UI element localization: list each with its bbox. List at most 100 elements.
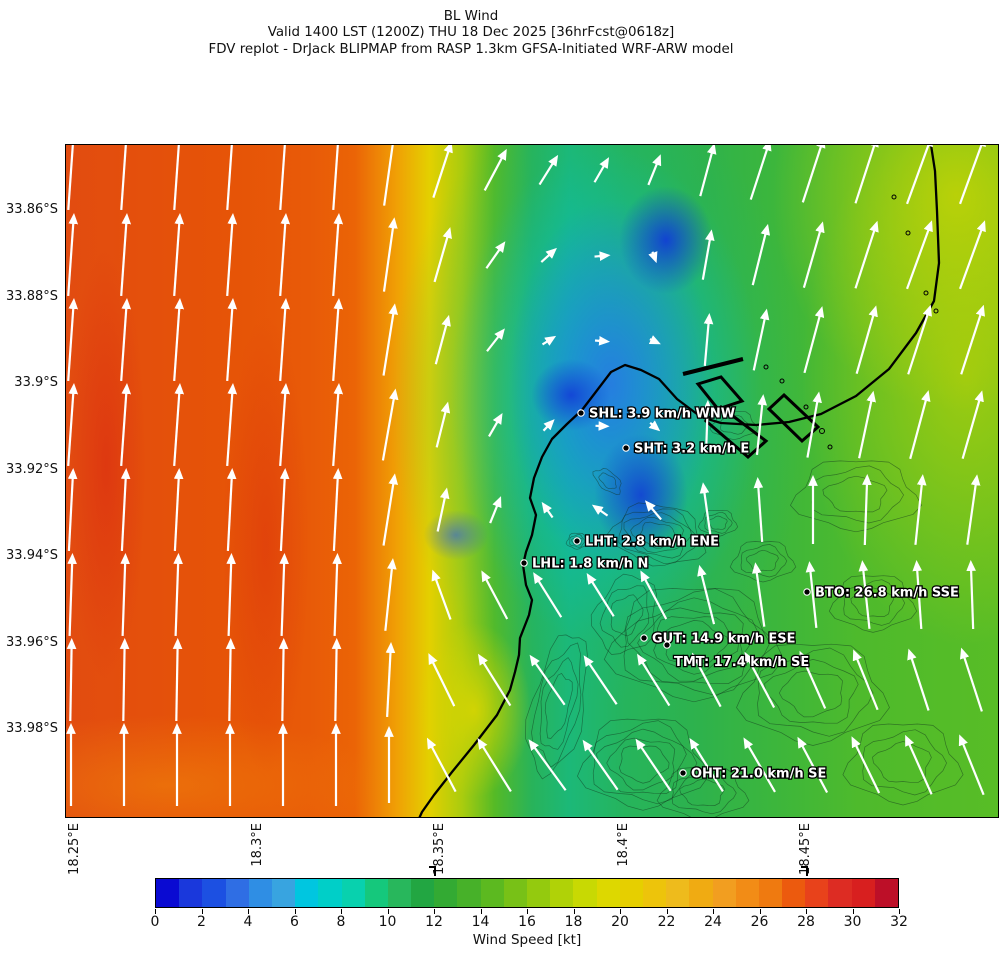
station-label-oht: OHT: 21.0 km/h SE xyxy=(691,767,826,782)
wind-arrow xyxy=(477,737,512,793)
wind-arrow xyxy=(67,298,79,381)
wind-arrow xyxy=(854,145,879,204)
wind-arrow xyxy=(635,738,672,792)
wind-arrow xyxy=(743,737,776,793)
colorbar-tick-label: 24 xyxy=(704,914,722,930)
wind-arrow xyxy=(689,737,724,793)
wind-arrow xyxy=(702,399,713,450)
station-label-tmt: TMT: 17.4 km/h SE xyxy=(674,655,809,670)
colorbar-tick-label: 12 xyxy=(425,914,443,930)
colorbar-segment xyxy=(619,879,643,907)
station-dot-gut xyxy=(640,634,648,642)
wind-arrow xyxy=(434,314,451,365)
wind-arrow xyxy=(959,647,983,712)
colorbar-segment xyxy=(503,879,527,907)
wind-arrow xyxy=(851,736,881,794)
wind-arrow xyxy=(541,501,554,519)
wind-arrow xyxy=(528,739,567,791)
wind-arrow xyxy=(912,560,923,629)
colorbar-segment xyxy=(248,879,272,907)
colorbar-segment xyxy=(782,879,806,907)
wind-arrow xyxy=(905,220,933,290)
colorbar-tick-label: 4 xyxy=(243,914,253,930)
colorbar-tick-label: 18 xyxy=(564,914,583,930)
station-dot-oht xyxy=(679,769,687,777)
wind-arrow xyxy=(67,213,79,296)
wind-arrow xyxy=(751,562,766,627)
wind-arrow xyxy=(805,561,818,628)
colorbar-tick xyxy=(899,909,900,914)
wind-speed-field xyxy=(66,145,998,817)
colorbar-segment xyxy=(295,879,319,907)
wind-arrow xyxy=(279,467,290,552)
wind-arrow xyxy=(173,213,185,296)
colorbar-segment xyxy=(758,879,783,907)
wind-arrow xyxy=(755,394,768,455)
wind-arrow xyxy=(644,500,662,521)
wind-arrow xyxy=(431,569,452,620)
wind-arrow xyxy=(332,552,342,637)
wind-arrow xyxy=(332,383,344,466)
colorbar-segment xyxy=(225,879,249,907)
wind-arrow xyxy=(697,564,716,625)
colorbar-tick xyxy=(852,909,854,914)
colorbar-tick xyxy=(527,909,528,914)
wind-arrow xyxy=(226,213,238,296)
station-dot-bto xyxy=(803,588,811,596)
colorbar xyxy=(155,878,899,908)
wind-arrow xyxy=(594,336,611,346)
map-overlay-canvas: SHL: 3.9 km/h WNW SHT: 3.2 km/h E LHT: 2.8… xyxy=(66,145,986,817)
wind-arrow xyxy=(966,474,981,545)
station-label-sht: SHT: 3.2 km/h E xyxy=(634,442,749,457)
colorbar-segment xyxy=(202,879,226,907)
colorbar-segment xyxy=(550,879,574,907)
station-dot-shl xyxy=(577,409,585,417)
wind-arrow xyxy=(648,420,661,432)
wind-arrow xyxy=(960,304,985,375)
wind-arrow xyxy=(435,401,451,448)
station-label-bto: BTO: 26.8 km/h SSE xyxy=(815,586,959,601)
wind-arrow xyxy=(173,383,185,466)
wind-arrow xyxy=(120,383,132,466)
wind-arrow xyxy=(226,298,238,381)
wind-arrow xyxy=(593,157,610,183)
wind-arrow xyxy=(744,651,776,709)
wind-arrow xyxy=(382,473,399,546)
y-tick-label: 33.94°S xyxy=(6,548,58,563)
wind-arrow xyxy=(640,570,668,620)
colorbar-tick-label: 22 xyxy=(657,914,676,930)
wind-arrow xyxy=(173,145,180,210)
colorbar-tick-label: 32 xyxy=(890,914,908,930)
wind-arrow xyxy=(907,304,932,375)
wind-arrow xyxy=(381,388,399,461)
wind-arrow xyxy=(958,220,986,290)
wind-arrow xyxy=(583,655,618,705)
colorbar-segment xyxy=(411,879,435,907)
wind-arrow xyxy=(909,390,931,460)
wind-arrow xyxy=(691,652,722,708)
wind-arrow xyxy=(914,474,927,545)
wind-arrow xyxy=(703,313,714,367)
wind-arrow xyxy=(858,560,871,629)
plot-title: BL Wind xyxy=(443,9,499,24)
colorbar-tick-label: 16 xyxy=(518,914,536,930)
colorbar-segment xyxy=(387,879,412,907)
wind-arrow xyxy=(226,467,237,552)
wind-arrow xyxy=(966,559,976,630)
station-label-shl: SHL: 3.9 km/h WNW xyxy=(589,407,735,422)
wind-arrow xyxy=(332,467,343,552)
colorbar-tick xyxy=(666,909,668,914)
colorbar-segment xyxy=(712,879,736,907)
station-dot-tmt xyxy=(663,641,671,649)
wind-arrow xyxy=(855,305,878,374)
wind-arrow xyxy=(486,328,505,352)
colorbar-segment xyxy=(457,879,481,907)
wind-arrow xyxy=(542,419,555,432)
y-tick-label: 33.98°S xyxy=(6,721,58,736)
wind-arrow xyxy=(428,653,456,707)
colorbar-tick-label: 0 xyxy=(150,914,160,930)
wind-arrow xyxy=(797,736,829,794)
wind-arrow xyxy=(594,251,611,261)
wind-arrow xyxy=(436,487,450,532)
wind-arrow xyxy=(541,335,557,346)
